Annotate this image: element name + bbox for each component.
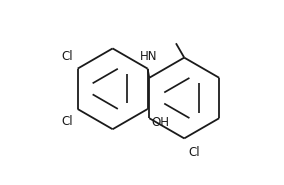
Text: Cl: Cl	[61, 50, 73, 63]
Text: Cl: Cl	[61, 115, 73, 127]
Text: Cl: Cl	[188, 146, 200, 159]
Text: OH: OH	[151, 116, 169, 129]
Text: HN: HN	[140, 50, 157, 63]
